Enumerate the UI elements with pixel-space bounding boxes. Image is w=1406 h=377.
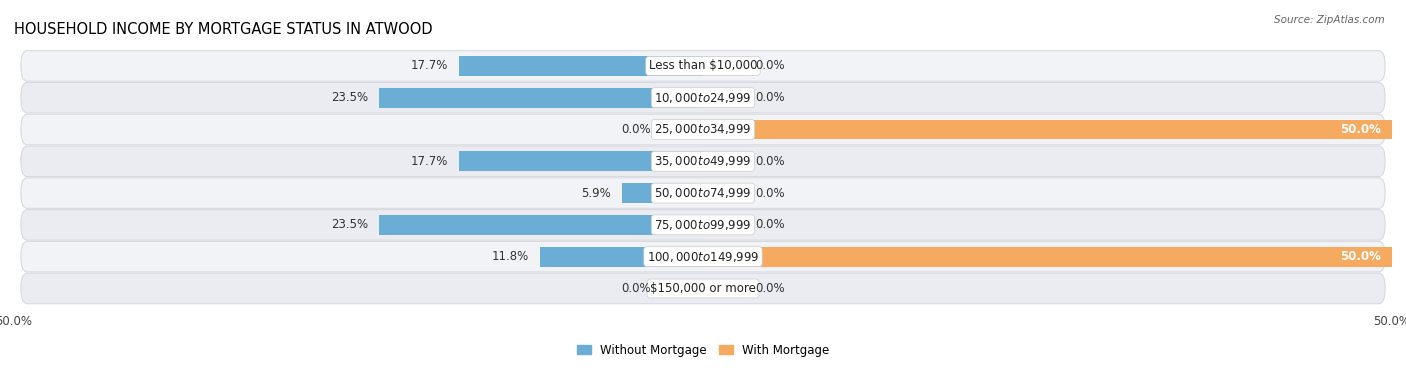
Text: Less than $10,000: Less than $10,000 (648, 60, 758, 72)
Bar (662, 120, 703, 139)
Text: $35,000 to $49,999: $35,000 to $49,999 (654, 154, 752, 168)
Bar (703, 88, 744, 107)
Text: 0.0%: 0.0% (755, 155, 785, 168)
Text: 50.0%: 50.0% (1340, 250, 1381, 263)
FancyBboxPatch shape (21, 114, 1385, 145)
FancyBboxPatch shape (21, 241, 1385, 272)
Bar (380, 215, 703, 235)
Text: 23.5%: 23.5% (330, 91, 368, 104)
Bar (540, 247, 703, 267)
Text: 17.7%: 17.7% (411, 60, 449, 72)
Text: 11.8%: 11.8% (492, 250, 530, 263)
Bar (703, 215, 744, 235)
FancyBboxPatch shape (21, 178, 1385, 208)
Text: Source: ZipAtlas.com: Source: ZipAtlas.com (1274, 15, 1385, 25)
Text: $25,000 to $34,999: $25,000 to $34,999 (654, 123, 752, 136)
Bar (460, 56, 703, 76)
Text: 50.0%: 50.0% (1340, 123, 1381, 136)
Text: $150,000 or more: $150,000 or more (650, 282, 756, 295)
Legend: Without Mortgage, With Mortgage: Without Mortgage, With Mortgage (572, 339, 834, 361)
Bar (662, 279, 703, 298)
Text: 0.0%: 0.0% (755, 282, 785, 295)
FancyBboxPatch shape (21, 273, 1385, 304)
Bar (703, 183, 744, 203)
Text: 17.7%: 17.7% (411, 155, 449, 168)
Bar (703, 247, 1392, 267)
Text: 0.0%: 0.0% (755, 60, 785, 72)
Text: 23.5%: 23.5% (330, 218, 368, 231)
Text: 5.9%: 5.9% (581, 187, 610, 199)
Text: HOUSEHOLD INCOME BY MORTGAGE STATUS IN ATWOOD: HOUSEHOLD INCOME BY MORTGAGE STATUS IN A… (14, 22, 433, 37)
Text: $100,000 to $149,999: $100,000 to $149,999 (647, 250, 759, 264)
Text: 0.0%: 0.0% (621, 282, 651, 295)
Text: 0.0%: 0.0% (755, 218, 785, 231)
Bar (703, 152, 744, 171)
Text: $75,000 to $99,999: $75,000 to $99,999 (654, 218, 752, 232)
FancyBboxPatch shape (21, 51, 1385, 81)
Bar (380, 88, 703, 107)
FancyBboxPatch shape (21, 83, 1385, 113)
Text: $50,000 to $74,999: $50,000 to $74,999 (654, 186, 752, 200)
Text: $10,000 to $24,999: $10,000 to $24,999 (654, 91, 752, 105)
Bar (703, 279, 744, 298)
Bar (460, 152, 703, 171)
Text: 0.0%: 0.0% (621, 123, 651, 136)
FancyBboxPatch shape (21, 146, 1385, 176)
FancyBboxPatch shape (21, 210, 1385, 240)
Bar (703, 120, 1392, 139)
Bar (703, 56, 744, 76)
Text: 0.0%: 0.0% (755, 187, 785, 199)
Text: 0.0%: 0.0% (755, 91, 785, 104)
Bar (621, 183, 703, 203)
